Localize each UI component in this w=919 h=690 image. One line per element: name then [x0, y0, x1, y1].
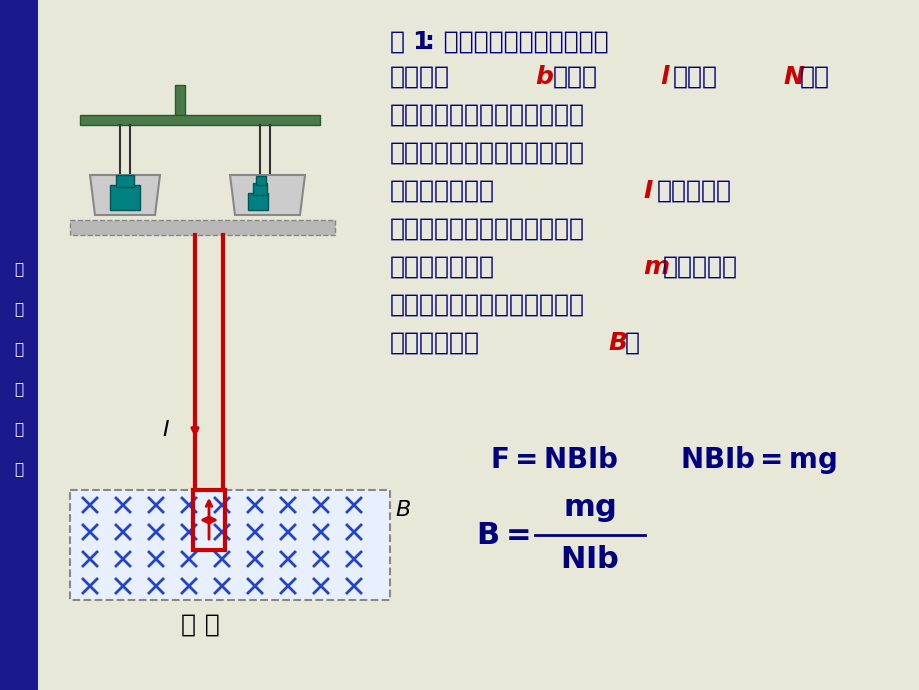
Bar — [116, 175, 134, 187]
Text: 到一向上的作用力，天平失去: 到一向上的作用力，天平失去 — [390, 217, 584, 241]
Text: 的磁感应强度: 的磁感应强度 — [390, 331, 480, 355]
Text: 时，线圈受: 时，线圈受 — [656, 179, 732, 203]
Text: 使两臂达到: 使两臂达到 — [663, 255, 737, 279]
Text: $\mathbf{NIb}$: $\mathbf{NIb}$ — [560, 546, 619, 575]
Text: 秤: 秤 — [15, 302, 24, 317]
Text: B: B — [607, 331, 627, 355]
Text: 平衡，调节砝码: 平衡，调节砝码 — [390, 255, 494, 279]
Text: 测: 测 — [15, 342, 24, 357]
Text: 线圈中通有电流: 线圈中通有电流 — [390, 179, 494, 203]
Text: 原: 原 — [15, 422, 24, 437]
Text: 理: 理 — [15, 462, 24, 477]
Bar — [80, 115, 320, 125]
Bar — [175, 85, 185, 115]
Bar — [0, 0, 38, 690]
Text: 匝，: 匝， — [800, 65, 829, 89]
Bar — [248, 193, 267, 210]
Text: 1: 1 — [412, 30, 429, 54]
Bar — [110, 185, 140, 210]
Text: $\mathbf{\mathit{B}}$: $\mathbf{\mathit{B}}$ — [394, 500, 411, 520]
Text: b: b — [535, 65, 552, 89]
Bar — [193, 490, 225, 550]
Text: m: m — [642, 255, 668, 279]
Text: 圈的宽为: 圈的宽为 — [390, 65, 449, 89]
Text: 下端放在待测的均匀磁场中，: 下端放在待测的均匀磁场中， — [390, 103, 584, 127]
Text: $\mathbf{B =}$: $\mathbf{B =}$ — [476, 520, 529, 549]
Text: I: I — [642, 179, 652, 203]
Text: ，共有: ，共有 — [673, 65, 717, 89]
Bar — [70, 220, 335, 235]
Text: 磁: 磁 — [15, 262, 24, 277]
Text: 磁 秤: 磁 秤 — [180, 613, 219, 637]
Text: 例: 例 — [390, 30, 404, 54]
Text: $\mathbf{NBIb = mg}$: $\mathbf{NBIb = mg}$ — [679, 444, 836, 476]
Bar — [255, 176, 266, 185]
Text: 量: 量 — [15, 382, 24, 397]
Text: $\mathbf{\mathit{I}}$: $\mathbf{\mathit{I}}$ — [162, 420, 170, 440]
Text: $\mathbf{mg}$: $\mathbf{mg}$ — [562, 495, 616, 524]
Text: : 磁秤：如图所示，矩形线: : 磁秤：如图所示，矩形线 — [425, 30, 608, 54]
Text: ，长为: ，长为 — [552, 65, 597, 89]
Polygon shape — [230, 175, 305, 215]
Text: l: l — [659, 65, 668, 89]
Polygon shape — [90, 175, 160, 215]
Text: $\mathbf{F = NBIb}$: $\mathbf{F = NBIb}$ — [490, 446, 618, 474]
Bar — [70, 490, 390, 600]
Text: 。: 。 — [624, 331, 640, 355]
Text: N: N — [782, 65, 803, 89]
Bar — [253, 183, 267, 195]
Text: 平衡。用上述数据求待测磁场: 平衡。用上述数据求待测磁场 — [390, 293, 584, 317]
Text: 其平面与磁感应强度垂直，当: 其平面与磁感应强度垂直，当 — [390, 141, 584, 165]
